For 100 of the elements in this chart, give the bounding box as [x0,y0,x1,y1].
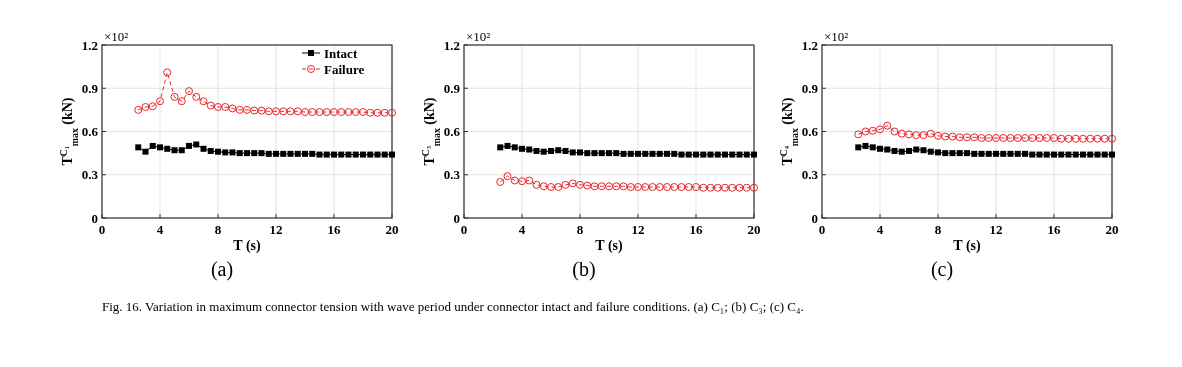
point [388,108,396,117]
point [287,150,294,157]
point [685,151,692,158]
x-tick-label: 20 [1105,222,1119,237]
point [1022,150,1028,157]
point [1036,151,1043,158]
point [1050,133,1058,142]
point [861,127,870,136]
point [206,101,215,110]
point [999,133,1008,142]
point [192,92,201,101]
point [540,148,547,155]
point [736,151,743,158]
point [576,180,584,189]
point [185,87,193,96]
x-tick-label: 12 [989,222,1003,237]
point [214,102,222,111]
point [920,147,927,154]
point [1101,151,1108,158]
point [250,106,259,115]
point [641,183,650,191]
x-tick-label: 12 [269,222,283,237]
point [620,150,627,157]
point [207,147,214,154]
point [1087,151,1094,158]
y-tick-label: 1.2 [801,37,818,53]
point [533,147,540,154]
point [352,151,359,158]
point [699,183,708,192]
point [985,150,992,157]
point [330,108,338,117]
point [678,151,685,158]
point [344,108,353,117]
point [156,97,164,106]
point [913,146,920,153]
text: (b) [572,258,596,281]
point [927,148,934,155]
point [525,176,534,185]
point [876,125,884,134]
point [322,108,331,117]
x-tick-label: 16 [1047,222,1061,237]
point [301,108,309,117]
point [721,183,729,192]
point [273,150,279,157]
point [577,149,583,156]
point [1028,133,1037,142]
point [1071,134,1080,143]
text: ×10² [824,29,849,44]
point [199,97,208,106]
point [714,151,721,158]
point [619,182,628,191]
point [142,148,149,155]
x-tick-label: 4 [876,222,884,237]
point [722,151,728,158]
point [503,172,512,181]
x-tick-label: 12 [631,222,645,237]
point [308,108,317,117]
point [684,183,693,191]
point [978,150,985,157]
point [935,149,941,156]
x-tick-label: 16 [689,222,703,237]
point [186,142,192,149]
point [338,151,345,158]
point [735,183,744,192]
point [742,183,751,192]
point [1013,133,1022,142]
x-tick-label: 4 [518,222,526,237]
x-tick-label: 8 [214,222,222,237]
x-tick-label: 20 [385,222,399,237]
point [1006,133,1015,142]
point [1000,150,1007,157]
point [272,107,280,116]
point [854,130,863,139]
point [912,131,921,140]
point [568,179,577,188]
point [598,150,605,157]
point [891,147,898,154]
y-tick-label: 0.3 [801,167,819,183]
y-tick-label: 0 [453,210,460,226]
point [244,150,250,157]
point [235,105,244,114]
point [193,141,200,148]
point [200,145,207,152]
point [351,108,360,117]
x-axis-title: T (s) [595,238,624,254]
point [1043,151,1050,158]
point [280,150,287,157]
point [634,183,642,191]
point [897,129,906,138]
y-tick-label: 1.2 [81,37,98,53]
point [1007,150,1014,157]
point [561,180,570,189]
point [1014,150,1021,157]
point [1058,151,1065,158]
point [177,97,186,106]
point [648,183,657,191]
point [977,133,986,142]
point [1042,133,1051,142]
point [149,142,156,149]
y-tick-label: 0.3 [81,167,99,183]
